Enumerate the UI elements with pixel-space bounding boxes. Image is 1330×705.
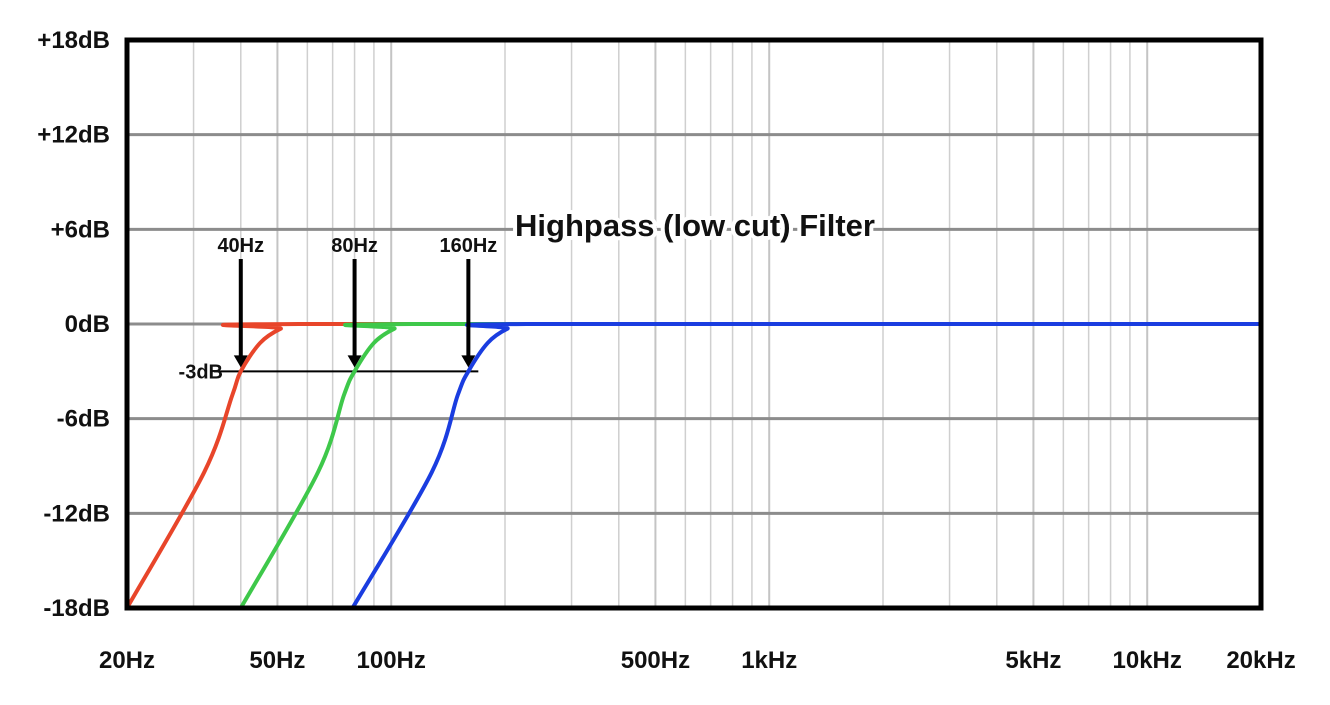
x-tick-label: 500Hz — [621, 647, 690, 674]
cutoff-label: 40Hz — [217, 235, 264, 257]
cutoff-markers: 40Hz 80Hz 160Hz — [217, 235, 497, 368]
x-tick-label: 100Hz — [357, 647, 426, 674]
y-tick-label: +12dB — [37, 122, 110, 149]
x-tick-label: 20Hz — [99, 647, 155, 674]
y-tick-label: -18dB — [43, 595, 110, 622]
filter-curve-160hz — [350, 322, 1263, 610]
y-tick-label: -12dB — [43, 500, 110, 527]
minus-3db-reference: -3dB — [179, 361, 479, 383]
y-tick-label: -6dB — [57, 406, 110, 433]
x-tick-label: 10kHz — [1113, 647, 1182, 674]
y-axis-tick-labels: +18dB +12dB +6dB 0dB -6dB -12dB -18dB — [37, 27, 110, 622]
filter-curves — [125, 322, 1263, 610]
cutoff-label: 80Hz — [331, 235, 378, 257]
y-tick-label: +18dB — [37, 27, 110, 54]
x-axis-tick-labels: 20Hz 50Hz 100Hz 500Hz 1kHz 5kHz 10kHz 20kHz — [99, 647, 1296, 674]
y-tick-label: 0dB — [65, 311, 110, 338]
chart-title: Highpass (low cut) Filter — [515, 208, 875, 243]
x-tick-label: 1kHz — [741, 647, 797, 674]
cutoff-arrow-head — [347, 355, 362, 368]
x-tick-label: 5kHz — [1005, 647, 1061, 674]
x-tick-label: 20kHz — [1226, 647, 1295, 674]
y-tick-label: +6dB — [51, 216, 110, 243]
filter-curve-80hz — [238, 322, 1263, 610]
cutoff-label: 160Hz — [439, 235, 497, 257]
cutoff-arrow-head — [233, 355, 248, 368]
plot-border — [124, 37, 1264, 611]
filter-curve-40hz — [125, 322, 1263, 610]
minus-3db-label: -3dB — [179, 361, 223, 383]
x-tick-label: 50Hz — [249, 647, 305, 674]
cutoff-arrow-head — [461, 355, 476, 368]
plot-frame — [124, 37, 1264, 611]
